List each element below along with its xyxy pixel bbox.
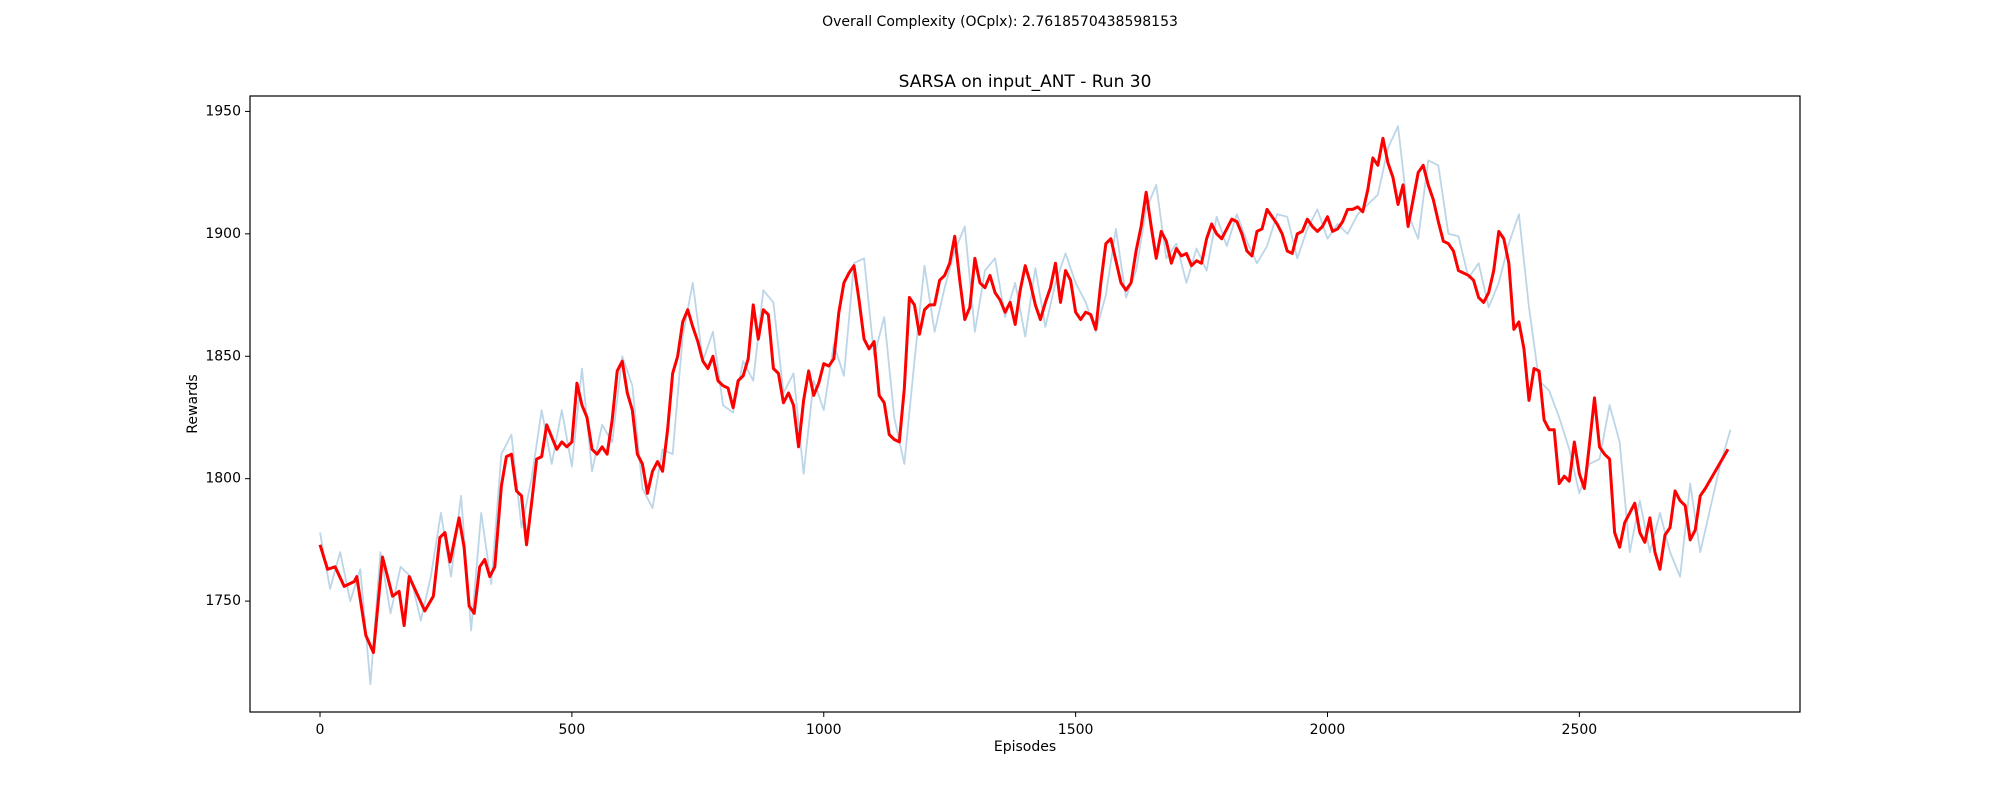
x-tick-label: 0 <box>316 722 325 738</box>
x-tick-label: 1000 <box>806 722 842 738</box>
y-axis-label: Rewards <box>185 374 201 433</box>
series-line <box>318 136 1730 655</box>
x-tick-label: 500 <box>559 722 586 738</box>
x-tick-label: 1500 <box>1058 722 1094 738</box>
y-tick-label: 1850 <box>205 348 241 364</box>
chart-title: SARSA on input_ANT - Run 30 <box>899 72 1152 92</box>
plot-area <box>318 125 1732 686</box>
x-tick-label: 2500 <box>1562 722 1598 738</box>
complexity-annotation: Overall Complexity (OCplx): 2.7618570438… <box>822 14 1178 30</box>
y-tick-label: 1800 <box>205 471 241 487</box>
axes-frame <box>249 95 1801 713</box>
y-tick-label: 1900 <box>205 226 241 242</box>
x-axis-label: Episodes <box>994 739 1056 755</box>
y-tick-label: 1750 <box>205 593 241 609</box>
y-tick-label: 1950 <box>205 103 241 119</box>
x-tick-label: 2000 <box>1310 722 1346 738</box>
